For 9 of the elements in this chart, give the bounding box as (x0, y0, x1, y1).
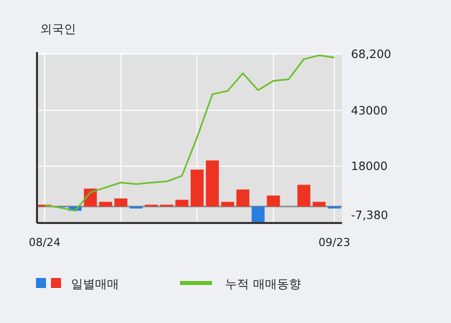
chart-title: 외국인 (40, 22, 76, 36)
legend-label: 일별매매 (71, 277, 119, 291)
y-tick-label: 43000 (351, 103, 388, 118)
y-tick-label: -7,380 (351, 208, 388, 222)
legend-label: 누적 매매동향 (225, 277, 301, 291)
x-tick-label: 09/23 (318, 236, 350, 249)
x-tick-label: 08/24 (28, 236, 60, 249)
y-tick-label: 68,200 (351, 47, 392, 61)
y-tick-label: 18000 (351, 159, 388, 174)
